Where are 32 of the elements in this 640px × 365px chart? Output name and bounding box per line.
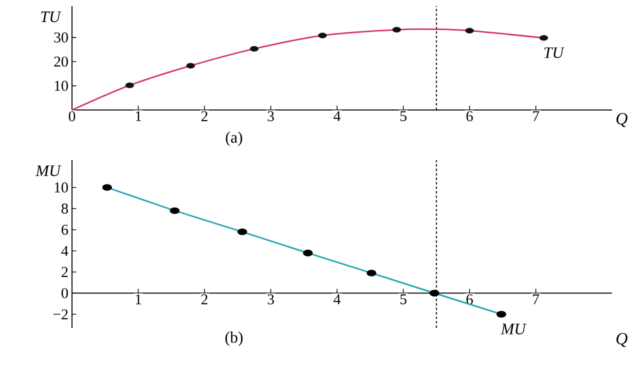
y-tick-label: 10 [54, 182, 68, 193]
x-tick-label: 7 [533, 294, 540, 304]
y-axis-title: TU [41, 12, 62, 22]
x-tick-label: 7 [533, 111, 540, 121]
x-tick-label: 3 [268, 111, 274, 122]
y-tick-label: 6 [62, 224, 68, 235]
x-tick-label: 2 [201, 294, 208, 304]
series-label: MU [500, 324, 527, 334]
y-axis-title: MU [36, 166, 62, 176]
y-tick-label: 30 [54, 32, 68, 42]
series-label: TU [544, 47, 565, 58]
y-tick-label: 8 [62, 204, 68, 214]
x-axis-title: Q [616, 113, 628, 127]
x-tick-label: 1 [136, 294, 142, 304]
y-tick-label: −2 [53, 309, 68, 320]
x-tick-label: 3 [268, 294, 274, 304]
x-tick-label: 6 [466, 111, 473, 122]
y-tick-label: 10 [54, 80, 68, 91]
x-tick-label: 4 [334, 294, 341, 304]
text: (b) [225, 332, 243, 346]
y-tick-label: 20 [54, 56, 68, 67]
x-tick-label: 2 [201, 111, 208, 122]
text: (a) [226, 132, 242, 146]
x-tick-label: 0 [68, 111, 76, 122]
x-tick-label: 5 [400, 111, 406, 122]
y-tick-label: 2 [62, 267, 68, 277]
x-tick-label: 1 [136, 111, 142, 122]
x-tick-label: 4 [334, 111, 341, 122]
x-tick-label: 5 [400, 294, 406, 304]
point [186, 62, 195, 69]
y-tick-label: 4 [61, 246, 68, 256]
x-axis-title: Q [616, 333, 628, 347]
